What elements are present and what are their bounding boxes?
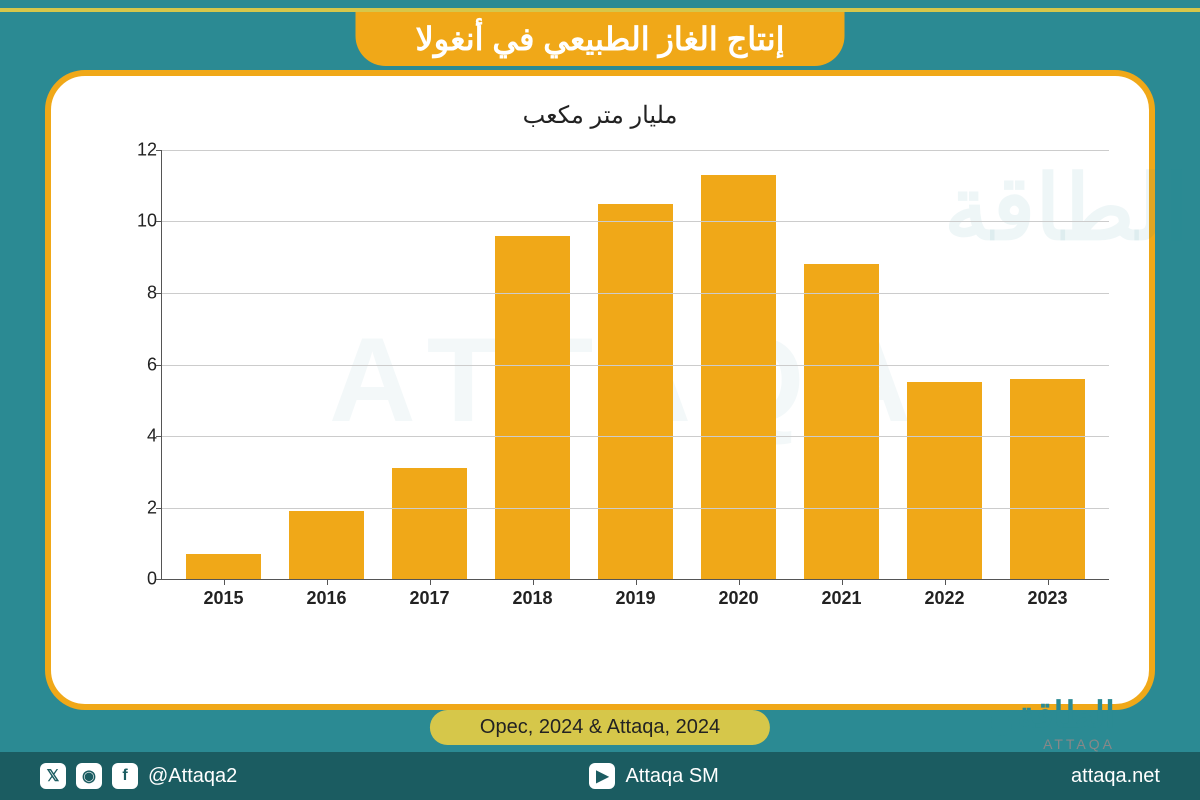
x-tick-mark: [842, 579, 843, 585]
x-tick-mark: [1048, 579, 1049, 585]
chart-subtitle: مليار متر مكعب: [91, 101, 1109, 130]
y-tick-mark: [156, 365, 162, 366]
chart-title: إنتاج الغاز الطبيعي في أنغولا: [356, 12, 845, 66]
bar: [701, 175, 775, 579]
footer-social: 𝕏 ◉ f @Attaqa2: [40, 763, 237, 789]
x-tick-label: 2020: [718, 588, 758, 609]
bar: [186, 554, 260, 579]
x-tick-mark: [430, 579, 431, 585]
x-tick-label: 2015: [203, 588, 243, 609]
x-tick-mark: [636, 579, 637, 585]
y-tick-mark: [156, 508, 162, 509]
x-tick-label: 2017: [409, 588, 449, 609]
chart-card: الطاقة مليار متر مكعب ATTAQA 20152016201…: [45, 70, 1155, 710]
x-tick-label: 2023: [1027, 588, 1067, 609]
x-tick-label: 2016: [306, 588, 346, 609]
youtube-label: Attaqa SM: [625, 765, 718, 788]
x-tick-mark: [327, 579, 328, 585]
youtube-icon[interactable]: ▶: [589, 763, 615, 789]
y-tick-mark: [156, 436, 162, 437]
footer-youtube: ▶ Attaqa SM: [589, 763, 718, 789]
y-tick-label: 0: [127, 569, 157, 590]
x-tick-mark: [224, 579, 225, 585]
x-tick-mark: [739, 579, 740, 585]
bar: [289, 511, 363, 579]
y-tick-mark: [156, 293, 162, 294]
plot: 201520162017201820192020202120222023 024…: [161, 150, 1109, 580]
gridline: [162, 150, 1109, 151]
x-tick-label: 2021: [821, 588, 861, 609]
y-tick-mark: [156, 579, 162, 580]
y-tick-mark: [156, 221, 162, 222]
logo-text: الطاقة: [1017, 694, 1115, 735]
bar: [804, 264, 878, 579]
x-tick-label: 2019: [615, 588, 655, 609]
x-tick-mark: [533, 579, 534, 585]
x-tick-mark: [945, 579, 946, 585]
brand-logo: الطاقة ATTAQA: [991, 697, 1115, 752]
x-icon[interactable]: 𝕏: [40, 763, 66, 789]
facebook-icon[interactable]: f: [112, 763, 138, 789]
drop-icon: [988, 708, 1014, 738]
y-tick-mark: [156, 150, 162, 151]
bar: [495, 236, 569, 579]
chart-area: ATTAQA 201520162017201820192020202120222…: [121, 140, 1139, 620]
x-tick-label: 2018: [512, 588, 552, 609]
x-tick-label: 2022: [924, 588, 964, 609]
footer-site: attaqa.net: [1071, 765, 1160, 788]
bar: [1010, 379, 1084, 579]
y-tick-label: 12: [127, 140, 157, 161]
social-handle: @Attaqa2: [148, 765, 237, 788]
gridline: [162, 508, 1109, 509]
gridline: [162, 293, 1109, 294]
y-tick-label: 4: [127, 425, 157, 446]
y-tick-label: 10: [127, 211, 157, 232]
gridline: [162, 365, 1109, 366]
y-tick-label: 8: [127, 282, 157, 303]
y-tick-label: 6: [127, 354, 157, 375]
gridline: [162, 221, 1109, 222]
source-label: Opec, 2024 & Attaqa, 2024: [430, 710, 770, 745]
footer-bar: 𝕏 ◉ f @Attaqa2 ▶ Attaqa SM attaqa.net: [0, 752, 1200, 800]
bar: [392, 468, 466, 579]
logo-subtext: ATTAQA: [991, 736, 1115, 752]
y-tick-label: 2: [127, 497, 157, 518]
bar: [598, 204, 672, 579]
instagram-icon[interactable]: ◉: [76, 763, 102, 789]
gridline: [162, 436, 1109, 437]
site-url: attaqa.net: [1071, 765, 1160, 788]
bar: [907, 382, 981, 579]
